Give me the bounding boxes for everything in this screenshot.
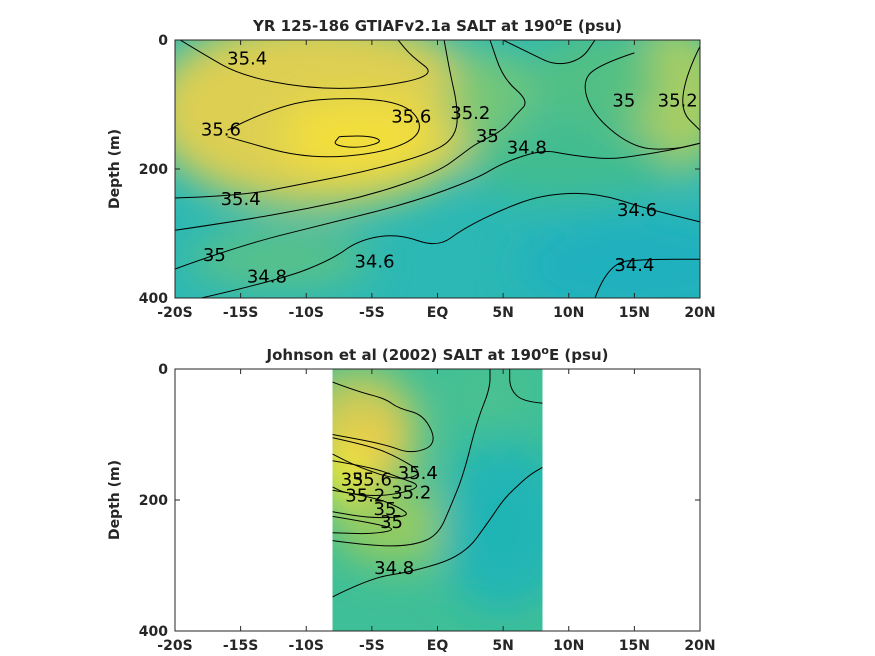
- contour-line: [332, 489, 407, 519]
- contour-label: 35.6: [391, 106, 431, 127]
- x-tick-label: -15S: [223, 638, 258, 654]
- chart-title: Johnson et al (2002) SALT at 190oE (psu): [266, 344, 609, 364]
- contour-label: 35.6: [352, 469, 392, 490]
- y-tick-label: 0: [158, 362, 168, 378]
- contour-line: [682, 46, 700, 131]
- contour-lines: [175, 40, 700, 298]
- contour-label: 35.4: [221, 189, 261, 210]
- x-tick-label: 10N: [553, 305, 584, 321]
- x-tick-label: 10N: [553, 638, 584, 654]
- y-tick-label: 0: [158, 33, 168, 49]
- contour-label: 35: [380, 512, 403, 533]
- contour-label: 35.2: [345, 486, 385, 507]
- salinity-field: [175, 40, 700, 298]
- x-tick-label: -10S: [289, 638, 324, 654]
- contour-line: [332, 369, 491, 547]
- contour-line: [502, 40, 596, 65]
- y-axis-label: Depth (m): [107, 460, 123, 540]
- contour-line: [332, 437, 419, 479]
- contour-line: [179, 40, 429, 89]
- contour-line: [175, 142, 700, 270]
- x-tick-label: 20N: [684, 305, 715, 321]
- x-tick-label: -10S: [289, 305, 324, 321]
- contour-label: 35: [341, 469, 364, 490]
- x-tick-label: 20N: [684, 638, 715, 654]
- contour-line: [201, 192, 700, 298]
- contour-line: [227, 98, 420, 158]
- contour-label: 35: [374, 499, 397, 520]
- contour-line: [332, 381, 434, 453]
- chart-title: YR 125-186 GTIAFv2.1a SALT at 190oE (psu…: [252, 15, 622, 35]
- x-tick-label: -15S: [223, 305, 258, 321]
- contour-line: [332, 466, 543, 598]
- x-tick-label: -20S: [157, 305, 192, 321]
- contour-label: 34.6: [354, 252, 394, 273]
- x-tick-label: -5S: [359, 305, 385, 321]
- contour-label: 34.8: [507, 137, 547, 158]
- contour-label: 34.6: [617, 200, 657, 221]
- x-tick-label: 5N: [492, 638, 513, 654]
- contour-label: 35.2: [658, 90, 698, 111]
- x-tick-label: 15N: [619, 638, 650, 654]
- y-axis-label: Depth (m): [107, 129, 123, 209]
- contour-label: 35.6: [201, 119, 241, 140]
- contour-label: 34.8: [247, 266, 287, 287]
- contour-line: [509, 369, 543, 404]
- contour-label: 34.4: [614, 255, 654, 276]
- y-tick-label: 200: [139, 162, 168, 178]
- salinity-field: [332, 369, 543, 631]
- x-tick-label: -20S: [157, 638, 192, 654]
- x-tick-label: EQ: [427, 638, 449, 654]
- contour-label: 35.4: [227, 48, 267, 69]
- contour-label: 35.2: [450, 103, 490, 124]
- y-tick-label: 400: [139, 624, 168, 640]
- contour-label: 35.4: [398, 463, 438, 484]
- x-tick-label: 5N: [492, 305, 513, 321]
- x-tick-label: 15N: [619, 305, 650, 321]
- y-tick-label: 200: [139, 493, 168, 509]
- contour-line: [332, 515, 393, 535]
- y-tick-label: 400: [139, 291, 168, 307]
- contour-line: [175, 40, 526, 231]
- contour-line: [594, 258, 700, 298]
- contour-label: 35.2: [391, 482, 431, 503]
- x-tick-label: EQ: [427, 305, 449, 321]
- contour-label: 35: [203, 245, 226, 266]
- contour-line: [584, 52, 700, 150]
- contour-lines: [332, 369, 543, 598]
- x-tick-label: -5S: [359, 638, 385, 654]
- contour-line: [334, 135, 380, 148]
- contour-label: 35: [612, 90, 635, 111]
- contour-line: [175, 40, 458, 199]
- contour-label: 34.8: [374, 558, 414, 579]
- contour-label: 35: [476, 126, 499, 147]
